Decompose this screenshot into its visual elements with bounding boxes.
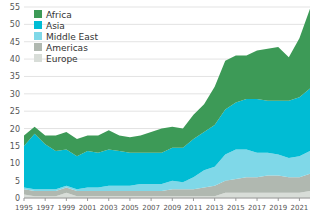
x-tick-label: 2007: [142, 204, 160, 212]
y-tick-label: 0: [15, 194, 20, 203]
y-tick-label: 55: [10, 3, 20, 12]
y-tick-label: 25: [10, 107, 20, 116]
legend-swatch: [34, 21, 42, 29]
x-tick-label: 2017: [248, 204, 266, 212]
x-tick: [87, 198, 88, 201]
legend-label: Middle East: [46, 32, 98, 42]
legend: AfricaAsiaMiddle EastAmericasEurope: [34, 10, 98, 64]
x-axis: 199519971999 20012003200520072009 20112013…: [15, 198, 310, 212]
x-tick-label: 2003: [100, 204, 118, 212]
chart: 0510152025303540455055199519971999200120…: [0, 0, 320, 214]
legend-swatch: [34, 43, 42, 51]
legend-swatch: [34, 32, 42, 40]
y-tick-label: 30: [10, 90, 20, 99]
x-axis-line: [24, 198, 310, 199]
y-tick-label: 40: [10, 55, 20, 64]
y-tick-label: 45: [10, 38, 20, 47]
x-tick: [129, 198, 130, 201]
x-tick: [278, 198, 279, 201]
x-tick: [172, 198, 173, 201]
x-tick: [299, 198, 300, 201]
y-grid: 0 5 10 15 20 25 30 35 40 45 50 55: [10, 3, 310, 203]
y-tick-label: 10: [10, 159, 20, 168]
x-tick-label: 2001: [79, 204, 97, 212]
legend-label: Africa: [46, 10, 72, 20]
x-tick: [151, 198, 152, 201]
x-tick-label: 2005: [121, 204, 139, 212]
y-tick-label: 5: [15, 177, 20, 186]
area: [24, 9, 310, 157]
legend-swatch: [34, 10, 42, 18]
y-tick-label: 20: [10, 125, 20, 134]
legend-label: Americas: [46, 43, 88, 53]
x-tick-label: 2019: [269, 204, 287, 212]
x-tick: [45, 198, 46, 201]
chart-container: 0510152025303540455055199519971999200120…: [0, 0, 320, 214]
x-tick: [257, 198, 258, 201]
y-tick-label: 15: [10, 142, 20, 151]
x-tick-label: 1995: [15, 204, 33, 212]
x-tick-label: 2021: [290, 204, 308, 212]
legend-swatch: [34, 54, 42, 62]
grid-line: [24, 198, 310, 199]
grid-line: [24, 24, 310, 25]
legend-label: Asia: [46, 21, 65, 31]
grid-line: [24, 7, 310, 8]
x-tick-label: 2015: [227, 204, 245, 212]
x-tick: [24, 198, 25, 201]
x-tick: [214, 198, 215, 201]
x-tick: [108, 198, 109, 201]
x-tick: [193, 198, 194, 201]
x-tick-label: 1997: [36, 204, 54, 212]
legend-label: Europe: [46, 54, 78, 64]
x-tick-label: 2011: [185, 204, 203, 212]
areas: [24, 9, 310, 198]
x-tick-label: 2013: [206, 204, 224, 212]
x-tick-label: 2009: [163, 204, 181, 212]
y-tick-label: 35: [10, 72, 20, 81]
x-tick-label: 1999: [57, 204, 75, 212]
x-tick: [235, 198, 236, 201]
x-tick: [66, 198, 67, 201]
y-tick-label: 50: [10, 20, 20, 29]
